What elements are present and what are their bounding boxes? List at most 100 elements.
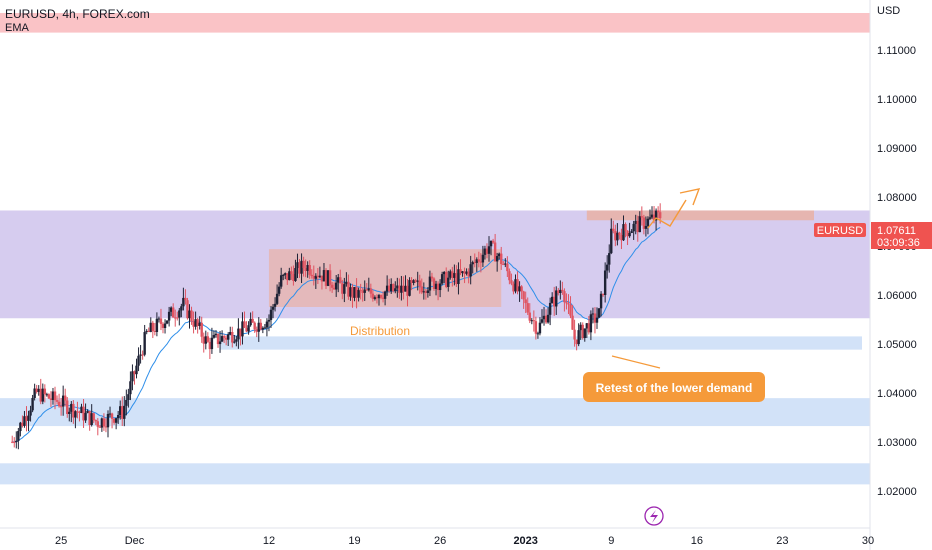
candle-body — [231, 332, 234, 343]
candle-body — [261, 327, 265, 330]
candle-body — [652, 214, 656, 221]
candle-body — [392, 284, 395, 292]
candle-body — [198, 322, 201, 326]
candle-body — [290, 271, 293, 274]
candle-body — [326, 270, 330, 286]
candle-body — [204, 336, 207, 344]
candle-body — [347, 281, 350, 297]
ema-indicator-label[interactable]: EMA — [5, 22, 29, 34]
candle-body — [239, 328, 242, 337]
candle-body — [265, 321, 269, 328]
candle-body — [601, 293, 605, 295]
annotations-layer: Distribution Retest of the lower demand — [350, 188, 765, 526]
y-tick-label: 1.03000 — [877, 437, 917, 449]
candle-body — [434, 283, 438, 289]
candle-body — [385, 285, 389, 292]
candle-body — [381, 297, 385, 299]
candle-body — [394, 288, 397, 292]
candle-body — [349, 287, 352, 297]
candle-body — [243, 321, 246, 328]
candle-body — [180, 306, 183, 311]
candle-body — [229, 332, 232, 335]
candle-body — [39, 388, 42, 402]
candle-body — [119, 406, 122, 416]
candle-body — [440, 274, 444, 284]
candle-body — [540, 319, 544, 323]
candle-body — [512, 283, 515, 292]
zone-supply — [0, 13, 870, 33]
candle-body — [114, 418, 118, 423]
candle-body — [94, 420, 97, 422]
candle-body — [436, 283, 440, 291]
x-tick-label: 19 — [348, 535, 360, 547]
candle-body — [457, 269, 460, 285]
candle-body — [186, 300, 189, 319]
candle-body — [638, 216, 641, 233]
candle-body — [163, 323, 167, 328]
candle-body — [314, 275, 318, 279]
x-tick-label: 9 — [608, 535, 614, 547]
candle-body — [610, 228, 613, 254]
candle-body — [139, 354, 142, 356]
candle-body — [141, 354, 144, 356]
candle-body — [416, 280, 419, 282]
candle-body — [116, 415, 120, 419]
candle-body — [591, 313, 595, 315]
candle-body — [477, 259, 481, 262]
candle-body — [23, 416, 26, 426]
candle-body — [37, 388, 40, 392]
symbol-tag-text: EURUSD — [817, 225, 864, 237]
candle-body — [251, 318, 254, 323]
candle-body — [302, 260, 305, 269]
candle-body — [284, 273, 287, 275]
candle-body — [522, 291, 525, 300]
candle-body — [208, 341, 212, 350]
candle-body — [469, 264, 472, 277]
candle-body — [493, 242, 497, 262]
zone-resistance — [586, 210, 814, 221]
candle-body — [553, 296, 556, 307]
candle-body — [353, 287, 356, 298]
x-tick-label: 26 — [434, 535, 446, 547]
price-axis[interactable]: 1.110001.100001.090001.080001.070001.060… — [877, 45, 917, 498]
candle-body — [520, 286, 523, 292]
candle-body — [245, 327, 248, 332]
candle-body — [192, 321, 195, 327]
y-tick-label: 1.09000 — [877, 143, 917, 155]
candle-body — [334, 282, 338, 290]
candle-body — [153, 330, 157, 332]
candle-body — [387, 285, 391, 292]
time-axis[interactable]: 25 Dec 12 19 26 2023 9 16 23 30 — [55, 535, 874, 547]
candle-body — [508, 271, 511, 281]
candle-body — [212, 335, 216, 338]
candle-body — [202, 336, 205, 344]
currency-label: USD — [877, 5, 901, 17]
candle-body — [599, 293, 603, 309]
candle-body — [341, 283, 344, 294]
candle-body — [88, 411, 91, 425]
candle-body — [61, 395, 65, 407]
candle-body — [369, 288, 373, 294]
candle-body — [375, 297, 379, 299]
candle-body — [137, 355, 140, 366]
candle-body — [559, 289, 562, 294]
candle-body — [68, 411, 71, 414]
symbol-title[interactable]: EURUSD, 4h, FOREX.com — [5, 7, 150, 21]
candle-body — [200, 322, 203, 337]
candle-body — [500, 253, 503, 265]
candle-body — [546, 314, 550, 323]
candle-body — [127, 394, 130, 400]
candle-body — [322, 270, 326, 282]
candle-body — [275, 293, 279, 304]
candle-body — [530, 320, 534, 322]
candle-body — [410, 280, 413, 283]
candle-body — [241, 321, 244, 337]
candle-body — [233, 341, 236, 343]
candle-body — [636, 220, 639, 233]
candle-body — [53, 391, 57, 401]
candle-body — [640, 216, 644, 218]
candle-body — [534, 321, 538, 334]
candle-body — [608, 253, 611, 265]
candle-body — [426, 290, 430, 293]
